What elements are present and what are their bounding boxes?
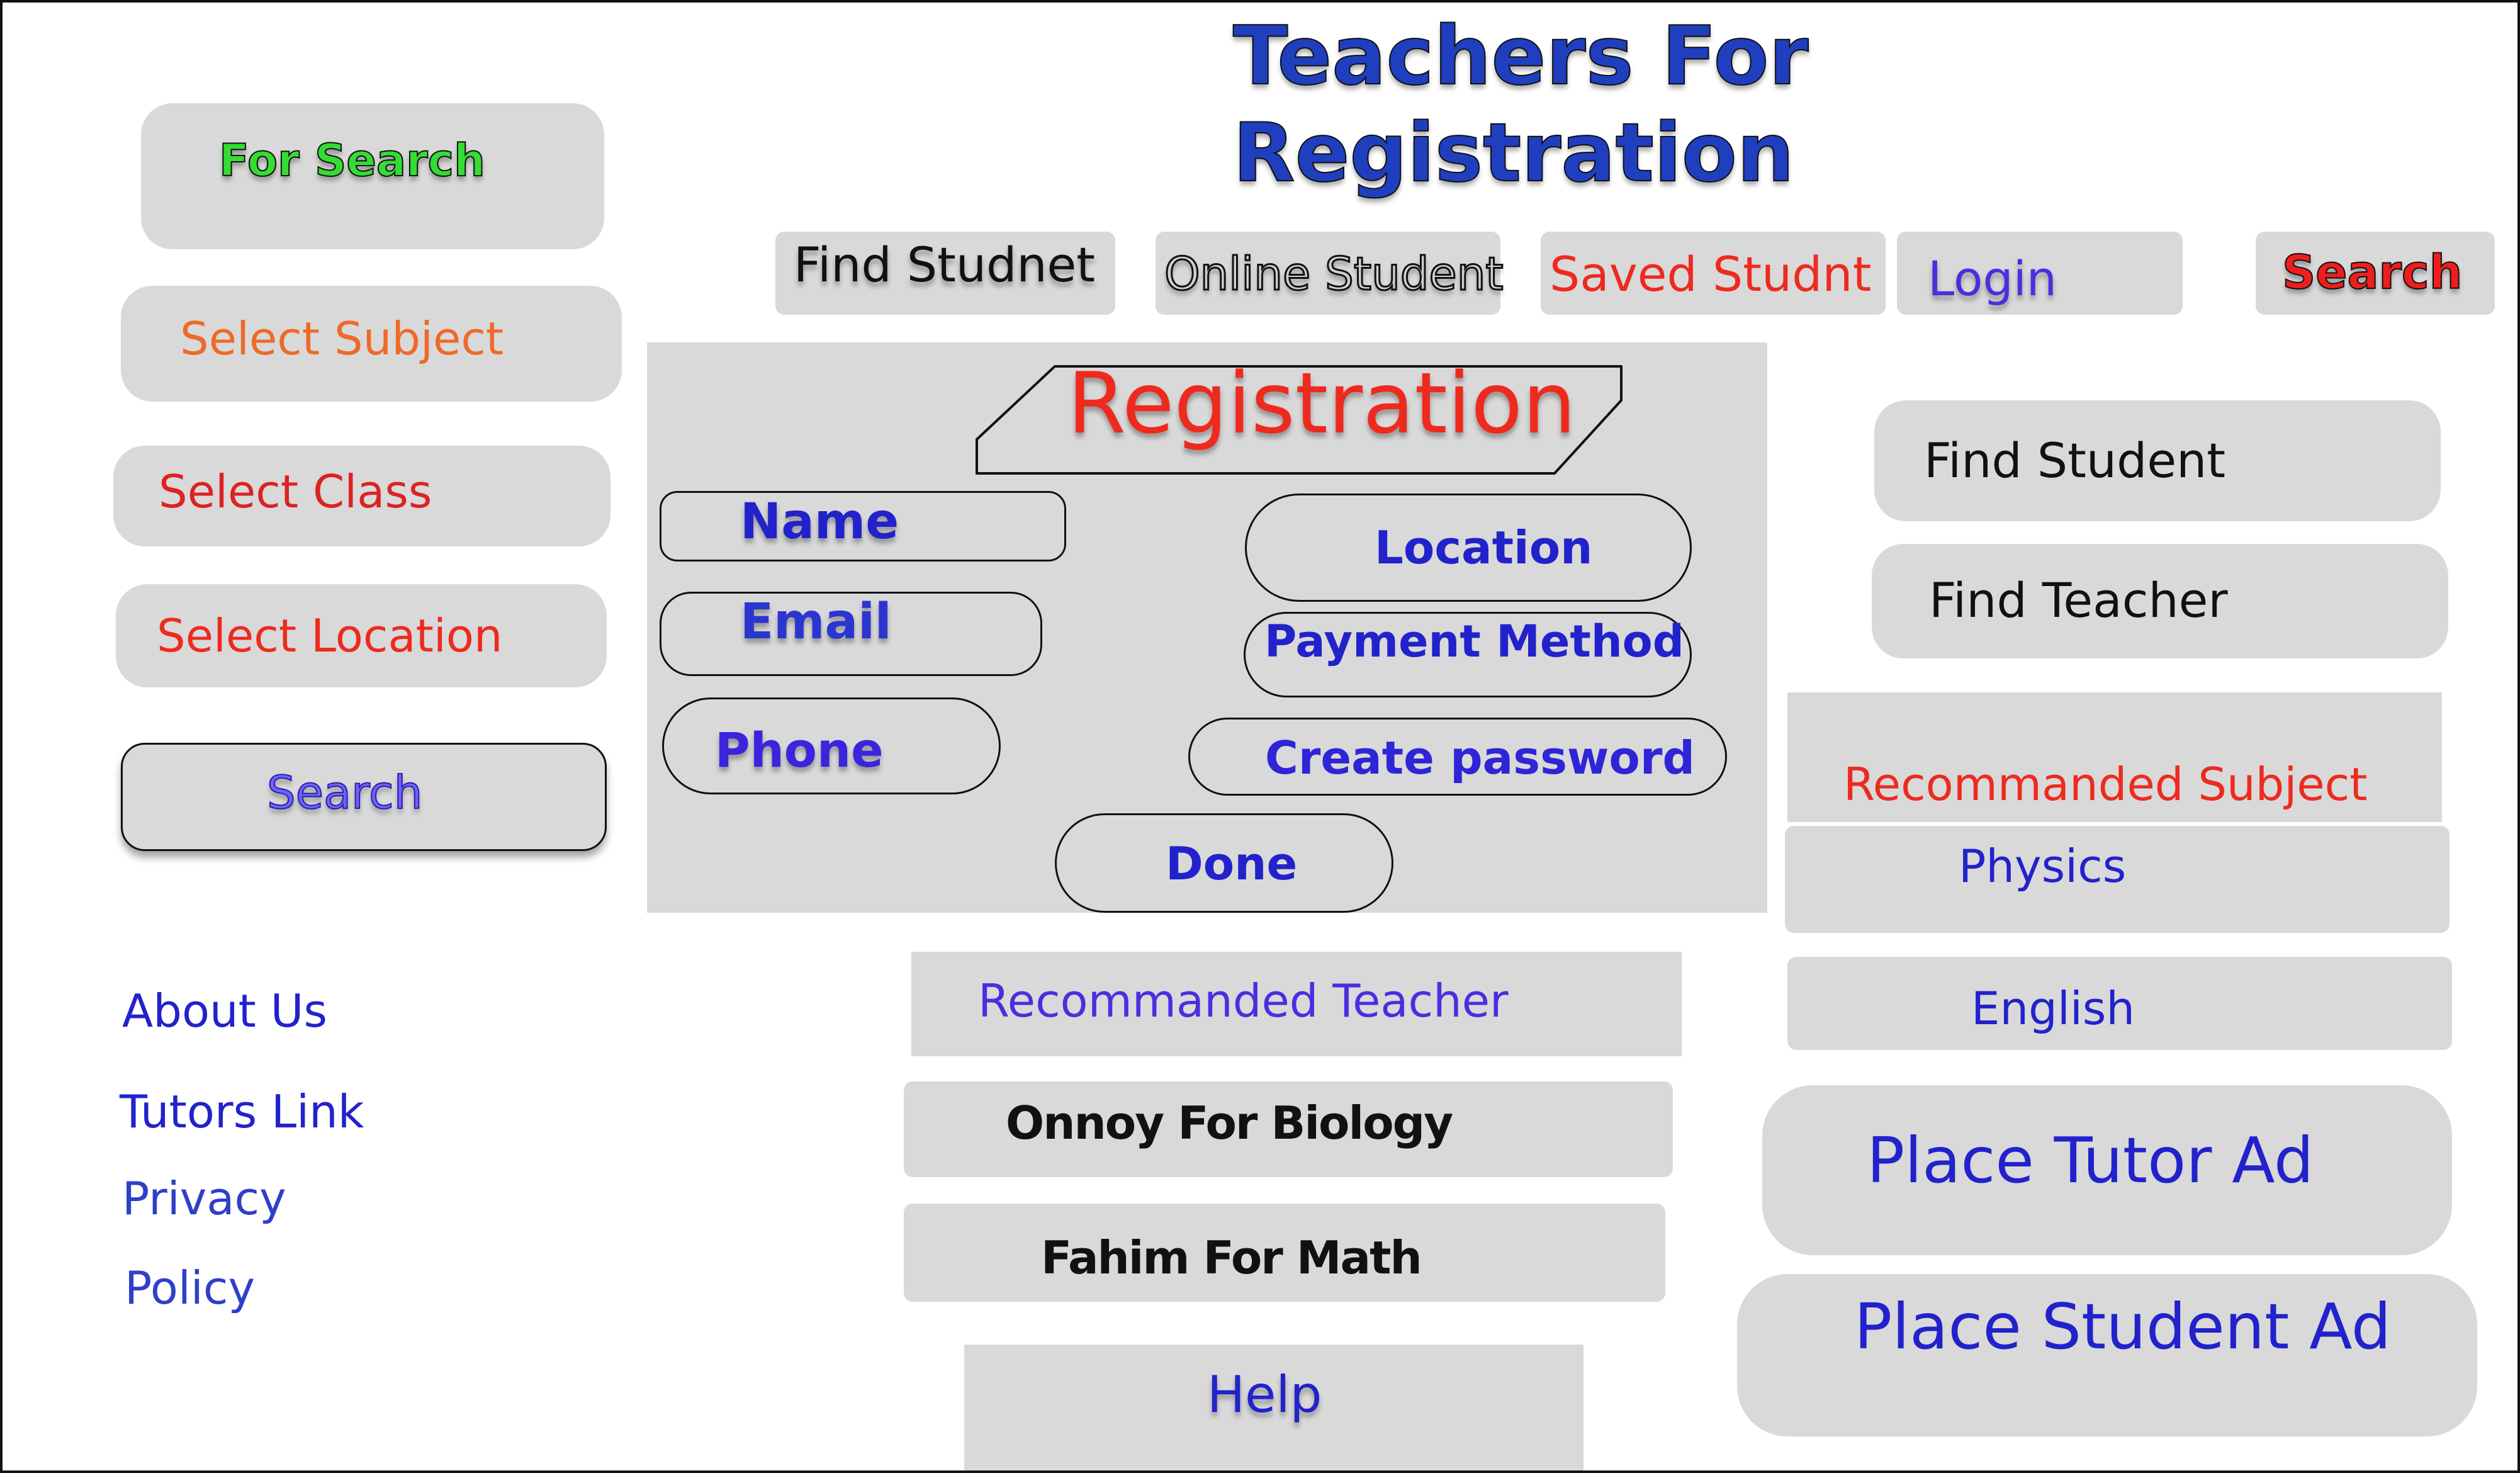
find-teacher-button[interactable] bbox=[1872, 544, 2448, 658]
recommended-teacher-panel bbox=[911, 952, 1682, 1056]
page-title-line2: Registration bbox=[1232, 106, 1795, 200]
sidebar-search-label: Search bbox=[266, 766, 423, 819]
help-panel[interactable] bbox=[964, 1345, 1583, 1470]
subject-item[interactable] bbox=[1785, 826, 2450, 933]
nav-search-button[interactable] bbox=[2256, 232, 2495, 315]
nav-saved-studnt-button[interactable] bbox=[1541, 232, 1886, 315]
select-subject-dropdown[interactable] bbox=[121, 286, 622, 402]
email-field[interactable] bbox=[660, 592, 1042, 676]
nav-login-label: Login bbox=[1928, 251, 2057, 307]
footer-link-privacy[interactable]: Privacy bbox=[122, 1172, 286, 1225]
nav-online-student-label: Online Student bbox=[1164, 247, 1505, 300]
registration-title: Registration bbox=[1067, 354, 1577, 453]
select-class-label: Select Class bbox=[159, 465, 432, 518]
email-label: Email bbox=[740, 594, 892, 650]
payment-method-field[interactable] bbox=[1244, 612, 1692, 697]
nav-login-button[interactable] bbox=[1897, 232, 2183, 315]
for-search-panel bbox=[141, 103, 604, 249]
payment-method-label: Payment Method bbox=[1264, 616, 1684, 667]
nav-search-label: Search bbox=[2281, 246, 2463, 300]
place-student-ad-button[interactable] bbox=[1737, 1274, 2477, 1436]
subject-item[interactable] bbox=[1787, 957, 2452, 1050]
sidebar-search-button[interactable] bbox=[121, 743, 607, 851]
create-password-field[interactable] bbox=[1188, 718, 1727, 796]
nav-find-studnet-button[interactable] bbox=[775, 232, 1115, 315]
select-location-label: Select Location bbox=[157, 609, 503, 662]
create-password-label: Create password bbox=[1265, 731, 1695, 784]
done-label: Done bbox=[1166, 837, 1298, 890]
place-student-ad-label: Place Student Ad bbox=[1854, 1290, 2392, 1363]
place-tutor-ad-label: Place Tutor Ad bbox=[1867, 1124, 2314, 1197]
find-teacher-label: Find Teacher bbox=[1929, 572, 2228, 628]
recommended-subject-panel bbox=[1787, 692, 2442, 822]
find-student-button[interactable] bbox=[1874, 400, 2441, 521]
name-label: Name bbox=[740, 494, 899, 550]
recommended-subject-label: Recommanded Subject bbox=[1843, 758, 2368, 811]
teacher-list-item-label: Onnoy For Biology bbox=[1006, 1097, 1453, 1149]
location-label: Location bbox=[1375, 521, 1593, 574]
phone-field[interactable] bbox=[662, 697, 1001, 794]
nav-saved-studnt-label: Saved Studnt bbox=[1550, 246, 1872, 302]
registration-banner bbox=[976, 365, 1623, 475]
phone-label: Phone bbox=[715, 722, 884, 778]
select-location-dropdown[interactable] bbox=[116, 584, 607, 687]
for-search-label: For Search bbox=[218, 135, 486, 186]
location-field[interactable] bbox=[1245, 494, 1692, 602]
teacher-list-item-label: Fahim For Math bbox=[1041, 1231, 1422, 1284]
subject-item-label: Physics bbox=[1959, 840, 2127, 893]
done-button[interactable] bbox=[1055, 813, 1393, 913]
nav-online-student-button[interactable] bbox=[1156, 232, 1500, 315]
select-subject-label: Select Subject bbox=[180, 312, 504, 365]
footer-link-policy[interactable]: Policy bbox=[125, 1261, 256, 1314]
recommended-teacher-label: Recommanded Teacher bbox=[978, 974, 1509, 1027]
footer-link-about-us[interactable]: About Us bbox=[122, 985, 327, 1037]
page-title-line1: Teachers For bbox=[1232, 9, 1809, 103]
place-tutor-ad-button[interactable] bbox=[1762, 1085, 2452, 1255]
select-class-dropdown[interactable] bbox=[113, 446, 610, 546]
find-student-label: Find Student bbox=[1924, 432, 2226, 488]
nav-find-studnet-label: Find Studnet bbox=[794, 237, 1096, 293]
help-label: Help bbox=[1207, 1365, 1322, 1424]
footer-link-tutors-link[interactable]: Tutors Link bbox=[120, 1085, 364, 1138]
subject-item-label: English bbox=[1971, 982, 2135, 1035]
teacher-list-item[interactable] bbox=[904, 1204, 1665, 1302]
name-field[interactable] bbox=[660, 491, 1066, 562]
teacher-list-item[interactable] bbox=[904, 1081, 1673, 1177]
